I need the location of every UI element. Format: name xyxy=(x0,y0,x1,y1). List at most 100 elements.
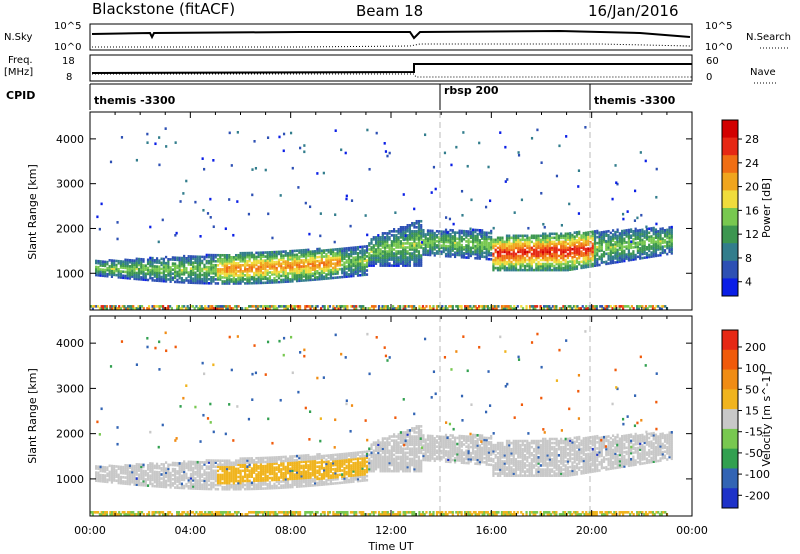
data-cell xyxy=(332,266,335,270)
data-cell xyxy=(158,475,161,478)
data-cell xyxy=(309,258,312,262)
data-cell xyxy=(611,255,615,259)
data-cell xyxy=(469,248,472,252)
data-cell xyxy=(465,248,468,251)
data-cell xyxy=(289,485,292,489)
data-cell xyxy=(158,470,161,474)
data-cell xyxy=(110,466,114,470)
data-cell xyxy=(505,238,509,242)
data-cell xyxy=(291,471,294,475)
data-cell xyxy=(171,467,174,471)
data-cell xyxy=(562,246,565,250)
data-cell xyxy=(634,243,637,247)
data-cell xyxy=(350,266,353,270)
data-cell xyxy=(149,270,152,274)
data-cell xyxy=(216,274,220,277)
data-cell xyxy=(218,307,221,310)
data-cell xyxy=(654,246,658,250)
data-cell xyxy=(248,481,251,485)
data-cell xyxy=(201,261,204,265)
data-cell xyxy=(616,258,619,262)
data-cell xyxy=(548,248,551,252)
data-cell xyxy=(499,246,502,250)
data-cell xyxy=(291,463,294,466)
data-cell xyxy=(214,259,217,263)
data-cell xyxy=(298,475,301,478)
data-cell xyxy=(645,245,649,249)
data-cell xyxy=(264,275,267,279)
data-cell xyxy=(659,253,662,257)
data-cell xyxy=(286,266,290,269)
data-cell xyxy=(201,479,204,482)
data-cell xyxy=(458,239,461,243)
data-cell xyxy=(607,262,610,265)
data-cell xyxy=(609,261,612,265)
data-cell xyxy=(196,263,199,267)
data-cell xyxy=(293,259,296,263)
data-cell xyxy=(442,242,445,246)
data-cell xyxy=(372,256,375,259)
data-cell xyxy=(316,249,319,253)
data-cell xyxy=(634,241,637,245)
data-cell xyxy=(298,265,301,269)
data-cell xyxy=(119,481,123,485)
data-cell xyxy=(144,266,147,269)
data-cell xyxy=(325,261,328,264)
data-cell xyxy=(234,467,238,471)
data-cell xyxy=(420,264,423,267)
data-cell xyxy=(250,459,253,462)
data-cell xyxy=(171,272,174,275)
data-cell xyxy=(196,479,199,482)
data-cell xyxy=(126,478,129,482)
data-cell xyxy=(257,261,260,265)
data-cell xyxy=(203,477,206,481)
data-cell xyxy=(564,250,567,254)
data-cell xyxy=(108,476,111,480)
data-cell xyxy=(283,307,286,310)
data-cell xyxy=(645,235,649,239)
data-cell xyxy=(422,243,425,246)
data-cell xyxy=(422,249,425,252)
data-cell xyxy=(137,469,141,472)
data-cell xyxy=(636,231,640,234)
data-cell xyxy=(316,251,319,255)
data-cell xyxy=(176,280,179,284)
data-cell xyxy=(214,459,217,462)
data-cell xyxy=(237,475,240,479)
data-cell xyxy=(232,282,235,285)
data-cell xyxy=(544,256,547,260)
data-cell xyxy=(119,272,123,275)
data-cell xyxy=(180,264,184,268)
data-cell xyxy=(161,305,165,308)
data-cell xyxy=(650,305,653,308)
data-cell xyxy=(551,252,554,256)
data-cell xyxy=(280,258,283,262)
data-cell xyxy=(363,255,366,258)
data-cell xyxy=(248,281,251,285)
data-cell xyxy=(262,281,265,285)
data-cell xyxy=(492,305,495,308)
data-cell xyxy=(584,253,588,257)
data-cell xyxy=(379,240,382,243)
data-cell xyxy=(439,305,442,308)
data-cell xyxy=(201,277,204,281)
data-cell xyxy=(505,256,509,260)
data-cell xyxy=(325,273,328,276)
data-cell xyxy=(591,242,594,246)
data-cell xyxy=(320,261,323,265)
freq-tick-18: 18 xyxy=(62,56,75,67)
data-cell xyxy=(246,473,249,477)
data-cell xyxy=(259,479,263,482)
data-cell xyxy=(372,258,375,261)
data-cell xyxy=(532,254,536,258)
data-cell xyxy=(553,236,556,240)
data-cell xyxy=(264,487,267,490)
data-cell xyxy=(587,265,590,269)
data-cell xyxy=(291,261,294,265)
nave-line xyxy=(92,73,692,78)
data-cell xyxy=(450,163,453,167)
data-cell xyxy=(657,238,660,241)
data-cell xyxy=(431,233,434,237)
data-cell xyxy=(162,463,165,466)
data-cell xyxy=(406,226,409,229)
